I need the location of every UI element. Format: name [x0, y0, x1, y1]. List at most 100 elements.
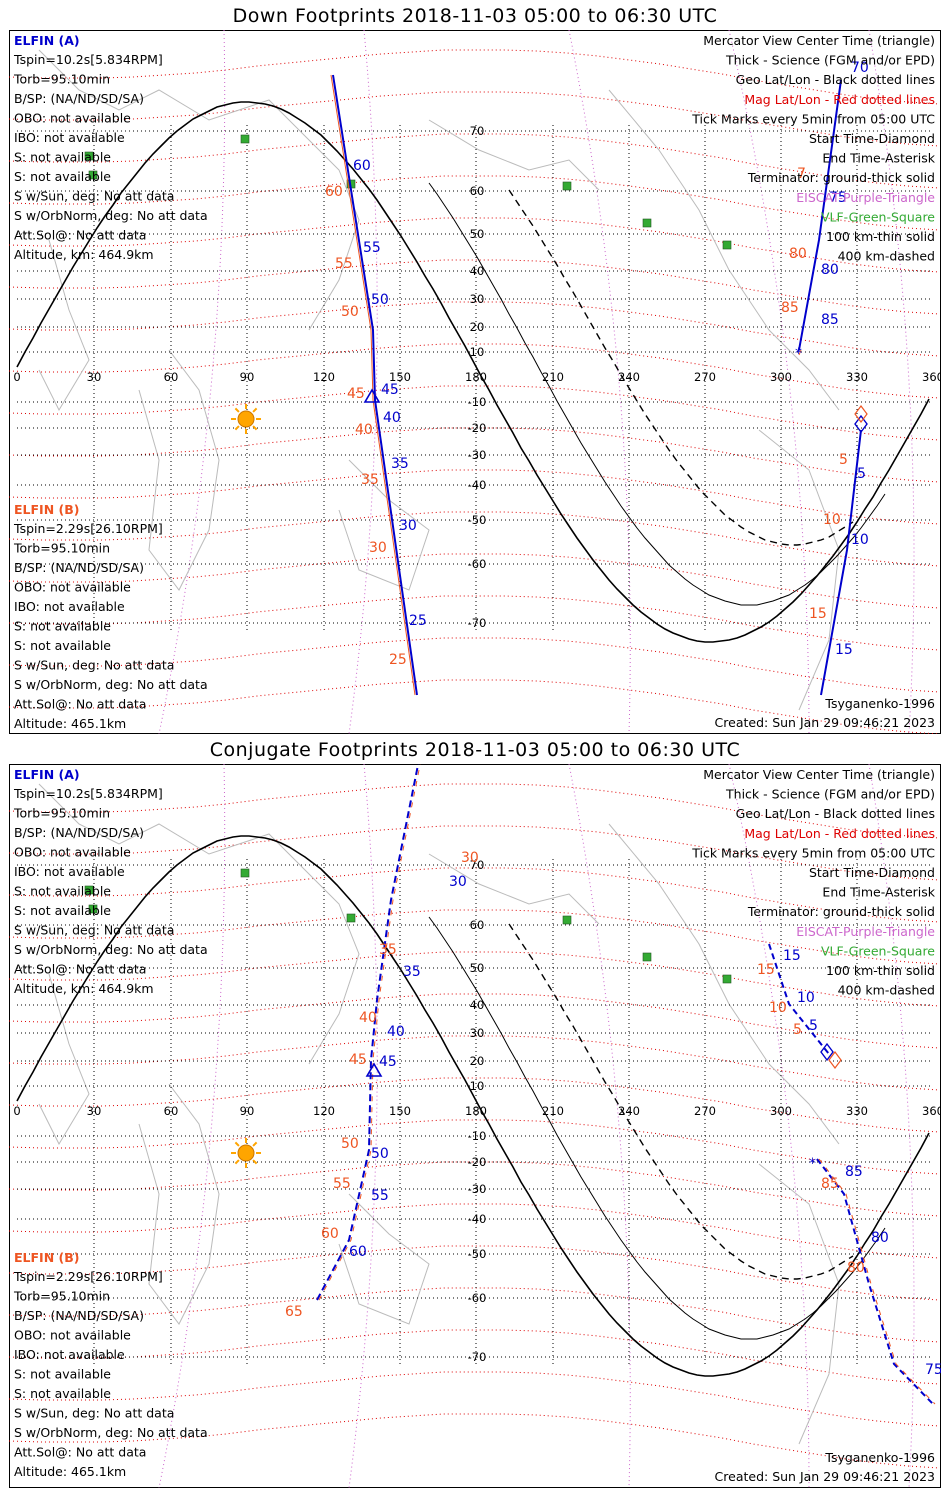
- tick-label-elfin-a: 15: [783, 948, 801, 964]
- tick-label-elfin-b: 65: [285, 1304, 303, 1320]
- terminator-400km: [508, 923, 854, 1280]
- tick-label-elfin-a: 5: [809, 1018, 818, 1034]
- track-elfin-a-east-lower: [820, 429, 862, 696]
- sun-ray: [234, 1159, 240, 1165]
- tick-label-elfin-a: 35: [391, 456, 409, 472]
- sun-icon: [237, 1144, 255, 1162]
- tick-label-elfin-b: 85: [781, 300, 799, 316]
- created-label: Created: Sun Jan 29 09:46:21 2023: [715, 715, 935, 730]
- lat-label: -40: [468, 478, 487, 492]
- terminator-ground: [16, 835, 930, 1377]
- elfin-a-info-line: OBO: not available: [14, 111, 131, 126]
- elfin-b-title: ELFIN (B): [14, 502, 79, 517]
- tick-label-elfin-b: 15: [757, 962, 775, 978]
- tick-label-elfin-a: 10: [851, 532, 869, 548]
- legend-item: 400 km-dashed: [838, 983, 935, 998]
- lat-label: -10: [468, 395, 487, 409]
- lat-label: 10: [470, 345, 485, 359]
- legend-item: Mercator View Center Time (triangle): [703, 33, 935, 48]
- map-conjugate-footprints: 0 30 60 90 120 150 180 210 240 270 300 330 360 70 60 50…: [9, 764, 941, 1488]
- tick-label-elfin-a: 30: [449, 874, 467, 890]
- lat-label: -60: [468, 557, 487, 571]
- tick-label-elfin-b: 10: [823, 512, 841, 528]
- tick-label-elfin-a: 45: [381, 382, 399, 398]
- lon-label: 30: [87, 370, 102, 384]
- lat-label: -50: [468, 513, 487, 527]
- elfin-a-info-line: S w/Sun, deg: No att data: [14, 189, 174, 204]
- vlf-station-square: [240, 868, 250, 878]
- elfin-b-info-line: IBO: not available: [14, 1347, 125, 1362]
- lat-label: 70: [470, 124, 485, 138]
- elfin-a-info-line: S: not available: [14, 169, 111, 184]
- start-time-diamond-b: [854, 405, 868, 423]
- elfin-b-info-line: Altitude: 465.1km: [14, 716, 126, 731]
- model-label: Tsyganenko-1996: [824, 696, 935, 711]
- elfin-b-info-line: S: not available: [14, 638, 111, 653]
- tick-label-elfin-b: 80: [789, 246, 807, 262]
- tick-label-elfin-a: 40: [383, 410, 401, 426]
- lon-label: 240: [618, 370, 640, 384]
- tick-label-elfin-b: 55: [333, 1176, 351, 1192]
- lon-label: 0: [13, 1104, 20, 1118]
- legend-item: 100 km-thin solid: [826, 963, 935, 978]
- vlf-station-square: [722, 974, 732, 984]
- coastline: [138, 1083, 220, 1325]
- legend-item: EISCAT-Purple-Triangle: [796, 190, 935, 205]
- coastline: [758, 429, 840, 711]
- coastline: [428, 853, 600, 925]
- legend-item: 400 km-dashed: [838, 249, 935, 264]
- elfin-a-info-line: B/SP: (NA/ND/SD/SA): [14, 825, 144, 840]
- tick-label-elfin-a: 55: [371, 1188, 389, 1204]
- tick-label-elfin-b: 50: [341, 304, 359, 320]
- elfin-a-info-line: B/SP: (NA/ND/SD/SA): [14, 91, 144, 106]
- vlf-station-square: [722, 240, 732, 250]
- sun-ray: [234, 425, 240, 431]
- vlf-station-square: [88, 170, 98, 180]
- track-elfin-a-conj-east: [768, 943, 830, 1055]
- tick-label-elfin-a: 35: [403, 964, 421, 980]
- sun-ray: [252, 407, 258, 413]
- elfin-b-title: ELFIN (B): [14, 1250, 79, 1265]
- legend-item: End Time-Asterisk: [822, 885, 935, 900]
- lat-label: 20: [470, 320, 485, 334]
- coastline: [338, 459, 430, 591]
- elfin-b-info-line: Torb=95.10min: [13, 541, 110, 556]
- tick-label-elfin-a: 50: [371, 292, 389, 308]
- vlf-station-square: [346, 913, 356, 923]
- lat-label: 30: [470, 1026, 485, 1040]
- vlf-station-square: [562, 915, 572, 925]
- tick-label-elfin-a: 10: [797, 990, 815, 1006]
- elfin-a-info-line: Tspin=10.2s[5.834RPM]: [13, 786, 163, 801]
- legend-item: Start Time-Diamond: [809, 865, 935, 880]
- elfin-b-info-line: S: not available: [14, 1367, 111, 1382]
- elfin-b-info-line: Altitude: 465.1km: [14, 1464, 126, 1479]
- tick-label-elfin-a: 75: [829, 190, 847, 206]
- legend-item: 100 km-thin solid: [826, 229, 935, 244]
- tick-label-elfin-b: 45: [349, 1052, 367, 1068]
- elfin-a-info-line: Altitude, km: 464.9km: [14, 981, 154, 996]
- elfin-a-info-line: OBO: not available: [14, 845, 131, 860]
- elfin-a-info-line: S w/OrbNorm, deg: No att data: [14, 208, 208, 223]
- legend-item: Tick Marks every 5min from 05:00 UTC: [691, 845, 935, 860]
- legend-item: VLF-Green-Square: [821, 943, 935, 958]
- tick-label-elfin-a: 55: [363, 240, 381, 256]
- tick-label-elfin-a: 30: [399, 518, 417, 534]
- terminator-100km: [428, 916, 886, 1340]
- sun-ray: [252, 425, 258, 431]
- elfin-b-info-line: Tspin=2.29s[26.10RPM]: [13, 521, 163, 536]
- tick-label-elfin-b: 35: [379, 942, 397, 958]
- lat-label: 10: [470, 1079, 485, 1093]
- coastline: [338, 1193, 430, 1325]
- vlf-station-square: [84, 151, 94, 161]
- mag-lon-line: [158, 30, 226, 734]
- coastline: [758, 1163, 840, 1445]
- elfin-a-info-line: IBO: not available: [14, 130, 125, 145]
- coastline: [38, 783, 360, 1065]
- tick-label-elfin-b: 85: [821, 1176, 839, 1192]
- elfin-b-info-line: S: not available: [14, 619, 111, 634]
- tick-label-elfin-a: 80: [821, 262, 839, 278]
- legend-item: Geo Lat/Lon - Black dotted lines: [736, 72, 935, 87]
- coastline: [428, 119, 600, 191]
- sun-ray: [234, 1141, 240, 1147]
- elfin-b-info-line: B/SP: (NA/ND/SD/SA): [14, 1308, 144, 1323]
